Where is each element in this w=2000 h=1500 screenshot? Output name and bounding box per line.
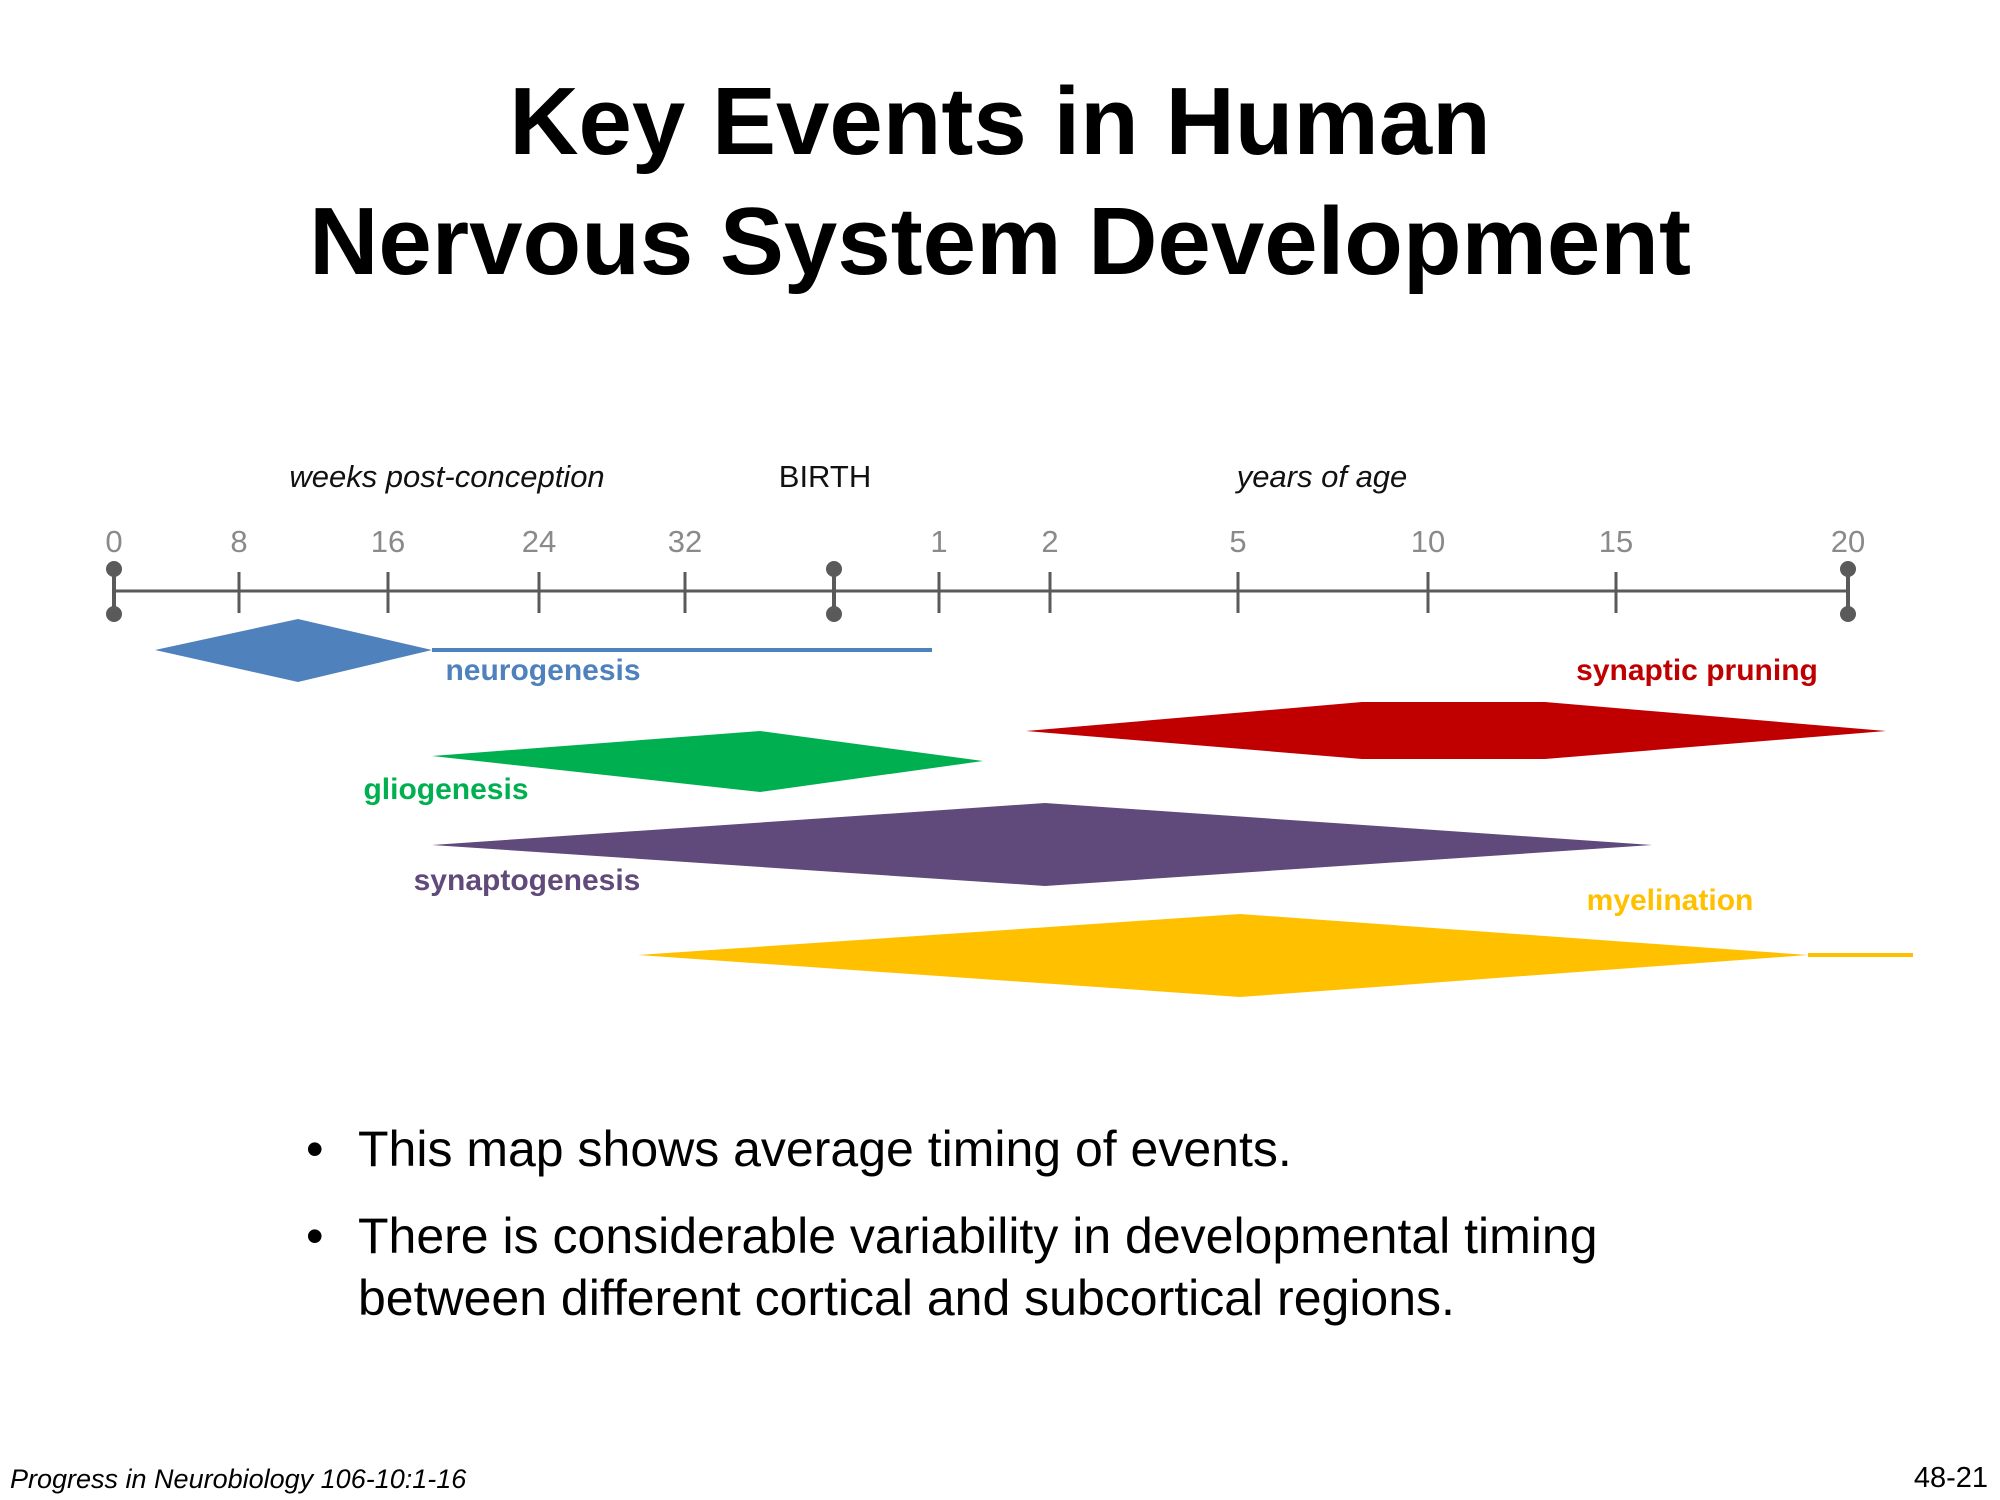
tick-label: 8 [230, 524, 247, 559]
bullet-text: between different cortical and subcortic… [358, 1270, 1455, 1326]
tick-label: 2 [1041, 524, 1058, 559]
tick-label: 5 [1229, 524, 1246, 559]
tick-label: 0 [105, 524, 122, 559]
gliogenesis-label: gliogenesis [363, 773, 528, 806]
title-line-2: Nervous System Development [309, 188, 1691, 295]
pin-dot [1840, 606, 1856, 622]
bullet-text: There is considerable variability in dev… [358, 1208, 1598, 1264]
tick-label: 24 [522, 524, 556, 559]
neurogenesis-band [155, 619, 432, 682]
timeline-axis: 0 8 16 24 32 1 2 5 10 15 20 [105, 524, 1865, 622]
development-timeline: weeks post-conception BIRTH years of age… [105, 459, 1913, 997]
synaptogenesis-band [432, 803, 1652, 886]
bullet-list: This map shows average timing of events.… [302, 1118, 1802, 1354]
tick-label: 1 [930, 524, 947, 559]
pin-dot [106, 606, 122, 622]
years-header: years of age [1235, 459, 1408, 494]
birth-header: BIRTH [779, 459, 871, 494]
pin-dot [826, 561, 842, 577]
synaptic-pruning-label: synaptic pruning [1576, 654, 1818, 687]
myelination-band [638, 914, 1808, 997]
neurogenesis-label: neurogenesis [445, 654, 640, 687]
tick-label: 15 [1599, 524, 1633, 559]
pin-dot [1840, 561, 1856, 577]
slide-number: 48-21 [1913, 1462, 1988, 1494]
synaptic-pruning-band [1026, 702, 1886, 759]
bullet-item: This map shows average timing of events. [302, 1118, 1802, 1180]
pin-dot [106, 561, 122, 577]
slide-title: Key Events in Human Nervous System Devel… [0, 62, 2000, 302]
myelination-label: myelination [1587, 884, 1754, 917]
bullet-text: This map shows average timing of events. [358, 1121, 1292, 1177]
weeks-header: weeks post-conception [289, 459, 604, 494]
tick-label: 32 [668, 524, 702, 559]
citation: Progress in Neurobiology 106-10:1-16 [10, 1464, 467, 1494]
synaptogenesis-label: synaptogenesis [414, 864, 641, 897]
pin-dot [826, 606, 842, 622]
bullet-item: There is considerable variability in dev… [302, 1205, 1802, 1329]
gliogenesis-band [432, 731, 983, 792]
title-line-1: Key Events in Human [509, 68, 1491, 175]
tick-label: 16 [371, 524, 405, 559]
tick-label: 10 [1411, 524, 1445, 559]
tick-label: 20 [1831, 524, 1865, 559]
